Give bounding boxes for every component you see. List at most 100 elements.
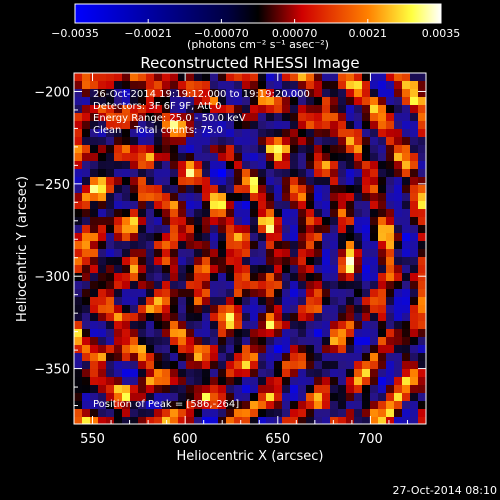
colorbar-ticks: −0.0035 −0.0021 −0.00070 0.00070 0.0021 0.003… [51,19,460,40]
heatmap-cell [98,417,107,424]
heatmap-cell [290,385,299,394]
heatmap-cell [298,137,307,146]
heatmap-cell [226,129,235,138]
heatmap-cell [202,137,211,146]
heatmap-cell [90,185,99,194]
heatmap-cell [290,337,299,346]
heatmap-cell [234,153,243,162]
heatmap-cell [386,193,395,202]
heatmap-cell [354,241,363,250]
heatmap-cell [234,97,243,106]
heatmap-cell [322,257,331,266]
heatmap-cell [418,241,426,250]
heatmap-cell [106,81,115,90]
heatmap-cell [418,409,426,418]
heatmap-cell [306,377,315,386]
heatmap-cell [226,321,235,330]
heatmap-cell [210,409,219,418]
heatmap-cell [266,161,275,170]
heatmap-cell [202,201,211,210]
heatmap-cell [186,361,195,370]
heatmap-cell [402,97,411,106]
heatmap-cell [178,305,187,314]
heatmap-cell [274,97,283,106]
heatmap-cell [250,321,259,330]
heatmap-cell [354,385,363,394]
heatmap-cell [410,241,419,250]
heatmap-cell [258,217,267,226]
heatmap-cell [282,273,291,282]
heatmap-cell [154,177,163,186]
heatmap-cell [370,345,379,354]
heatmap-cell [322,409,331,418]
heatmap-cell [234,329,243,338]
heatmap-cell [74,113,83,122]
heatmap-cell [106,145,115,154]
heatmap-cell [322,225,331,234]
heatmap-cell [114,305,123,314]
heatmap-cell [226,209,235,218]
heatmap-cell [90,337,99,346]
heatmap-cell [122,377,131,386]
heatmap-cell [258,289,267,298]
heatmap-cell [298,73,307,82]
heatmap-cell [194,81,203,90]
heatmap-cell [154,105,163,114]
heatmap-cell [130,105,139,114]
heatmap-cell [266,297,275,306]
heatmap-cell [194,233,203,242]
heatmap-cell [362,249,371,258]
heatmap-cell [394,305,403,314]
heatmap-cell [258,105,267,114]
heatmap-cell [146,345,155,354]
heatmap-cell [258,281,267,290]
heatmap-cell [306,401,315,410]
heatmap-cell [410,321,419,330]
heatmap-cell [306,169,315,178]
heatmap-cell [202,225,211,234]
heatmap-cell [122,401,131,410]
heatmap-cell [74,385,83,394]
heatmap-cell [170,345,179,354]
heatmap-cell [186,217,195,226]
heatmap-cell [122,137,131,146]
heatmap-cell [146,145,155,154]
heatmap-cell [394,185,403,194]
heatmap-cell [170,409,179,418]
heatmap-cell [346,169,355,178]
heatmap-cell [306,265,315,274]
heatmap-cell [290,217,299,226]
heatmap-cell [370,377,379,386]
heatmap-cell [218,217,227,226]
heatmap-cell [306,249,315,258]
heatmap-cell [226,297,235,306]
heatmap-cell [418,385,426,394]
heatmap-cell [242,265,251,274]
heatmap-cell [194,265,203,274]
heatmap-cell [130,313,139,322]
heatmap-cell [378,377,387,386]
heatmap-cell [314,105,323,114]
heatmap-cell [402,417,411,424]
heatmap-cell [274,369,283,378]
heatmap-cell [122,257,131,266]
heatmap-cell [386,417,395,424]
heatmap-cell [234,281,243,290]
heatmap-cell [370,121,379,130]
heatmap-cell [298,161,307,170]
heatmap-cell [346,137,355,146]
heatmap-cell [298,225,307,234]
heatmap-cell [410,89,419,98]
heatmap-cell [274,185,283,194]
heatmap-cell [218,81,227,90]
heatmap-cell [226,73,235,82]
heatmap-cell [322,289,331,298]
heatmap-cell [282,417,291,424]
heatmap-cell [154,257,163,266]
heatmap-cell [266,289,275,298]
heatmap-cell [186,121,195,130]
heatmap-cell [418,329,426,338]
heatmap-cell [402,209,411,218]
heatmap-cell [282,233,291,242]
heatmap-cell [274,417,283,424]
